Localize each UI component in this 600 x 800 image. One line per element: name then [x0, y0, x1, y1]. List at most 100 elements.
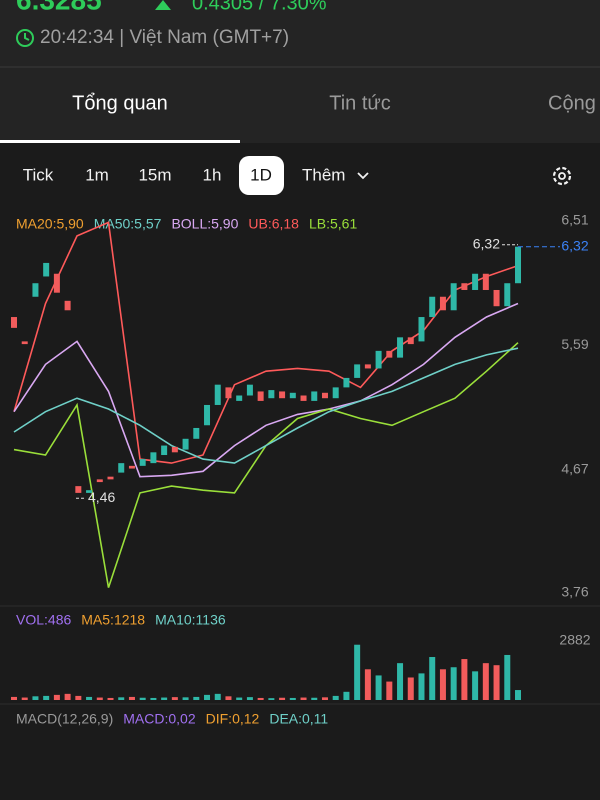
volume-bar — [493, 665, 500, 700]
candle — [504, 283, 511, 307]
price: 6.3285 — [16, 0, 102, 15]
legend-item: VOL:486 — [16, 612, 71, 628]
candle — [204, 404, 211, 426]
candle — [128, 465, 135, 469]
legend-item: MA10:1136 — [155, 612, 226, 628]
candle — [364, 364, 371, 369]
indicator-line — [13, 302, 519, 478]
volume-bar — [461, 659, 468, 700]
volume-bar — [515, 690, 521, 700]
y-tick-label: 3,76 — [561, 584, 588, 600]
candle — [107, 476, 114, 480]
legend-item: UB:6,18 — [248, 216, 299, 232]
interval[interactable]: Thêm — [302, 165, 345, 184]
min-label: 4,46 — [88, 489, 115, 505]
candle — [43, 262, 50, 277]
volume-bar — [364, 669, 371, 700]
volume-bar — [504, 654, 511, 700]
y-tick-label: 4,67 — [561, 461, 588, 477]
y-tick-label: 6,51 — [561, 212, 588, 228]
volume-bar — [32, 696, 39, 700]
candle — [300, 395, 307, 401]
candle — [407, 337, 414, 345]
volume-bar — [450, 667, 457, 700]
volume-bar — [11, 696, 17, 700]
volume-bar — [86, 696, 93, 700]
tab[interactable]: Tin tức — [329, 92, 391, 114]
candle — [472, 273, 479, 290]
candle — [193, 427, 200, 439]
volume-bar — [53, 694, 60, 700]
candle — [493, 289, 500, 307]
volume-bar — [321, 697, 328, 700]
candle — [150, 452, 157, 464]
volume-bar — [268, 698, 275, 700]
volume-bar — [472, 671, 479, 700]
candle — [75, 486, 82, 493]
settings-icon[interactable] — [552, 166, 572, 186]
candle — [118, 463, 125, 473]
volume-bar — [150, 697, 157, 700]
volume-bar — [128, 696, 135, 700]
volume-bar — [139, 697, 146, 700]
legend-item: DEA:0,11 — [269, 711, 328, 727]
volume-bar — [482, 663, 489, 700]
volume-bar — [429, 657, 436, 700]
interval[interactable]: 15m — [138, 165, 171, 184]
max-label: 6,32 — [473, 235, 500, 251]
candle — [515, 246, 521, 284]
tab[interactable]: Cộng — [548, 92, 596, 114]
candle — [397, 337, 404, 358]
interval[interactable]: 1D — [250, 165, 272, 184]
volume-bar — [193, 696, 200, 700]
volume-bar — [118, 697, 125, 700]
candle — [11, 317, 17, 328]
volume-bar — [397, 663, 404, 700]
volume-bar — [439, 669, 446, 700]
volume-bar — [182, 697, 189, 700]
y-tick-label: 2882 — [559, 632, 590, 648]
candle — [32, 283, 39, 297]
volume-bar — [386, 681, 393, 700]
candle — [64, 300, 71, 311]
volume-bar — [354, 644, 361, 700]
clock-icon — [16, 29, 34, 47]
volume-bar — [204, 694, 211, 700]
volume-bar — [279, 697, 286, 700]
tab[interactable]: Tổng quan — [72, 92, 168, 114]
legend-item: LB:5,61 — [309, 216, 357, 232]
last-price-label: 6,32 — [561, 237, 588, 253]
volume-bar — [107, 697, 114, 700]
gear-center — [558, 172, 566, 180]
volume-bar — [225, 696, 232, 700]
volume-bar — [214, 693, 221, 700]
volume-bar — [236, 697, 243, 700]
header-bg — [0, 0, 600, 143]
indicator-line — [13, 342, 519, 588]
candle — [53, 273, 60, 293]
candle — [289, 392, 296, 399]
volume-bar — [96, 697, 103, 700]
candle — [225, 387, 232, 399]
interval[interactable]: 1m — [85, 165, 109, 184]
candle — [161, 445, 168, 456]
candle — [450, 283, 457, 311]
volume-bar — [289, 697, 296, 700]
candle — [171, 446, 178, 453]
y-tick-label: 5,59 — [561, 336, 588, 352]
candle — [214, 384, 221, 405]
candle — [332, 387, 339, 399]
interval[interactable]: Tick — [23, 165, 54, 184]
price-change: 0.4305 / 7.30% — [192, 0, 327, 14]
clock-hand — [24, 33, 30, 41]
legend-item: BOLL:5,90 — [171, 216, 238, 232]
legend-item: DIF:0,12 — [206, 711, 260, 727]
time: 20:42:34 | Việt Nam (GMT+7) — [40, 27, 289, 48]
interval[interactable]: 1h — [203, 165, 222, 184]
legend-item: MA20:5,90 — [16, 216, 84, 232]
volume-bar — [171, 697, 178, 700]
candle — [268, 390, 275, 399]
candle — [418, 317, 425, 342]
candle — [246, 384, 253, 396]
